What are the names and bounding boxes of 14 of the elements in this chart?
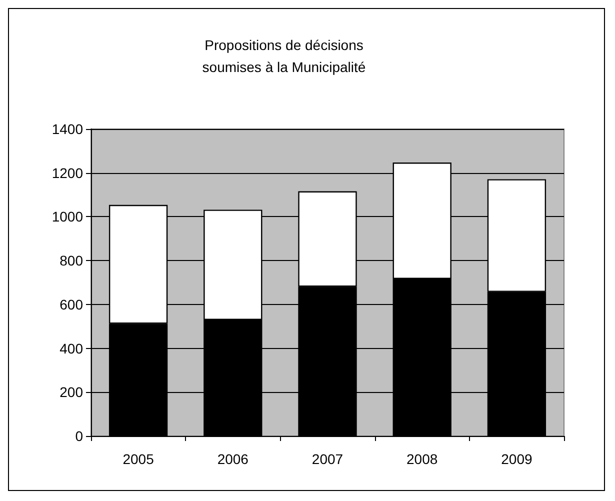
y-tick-label: 1000 <box>52 208 84 225</box>
x-tick-label: 2006 <box>217 451 249 467</box>
y-tick-label: 0 <box>75 428 84 444</box>
x-tick-label: 2005 <box>122 451 154 467</box>
y-tick-label: 800 <box>60 252 84 269</box>
y-tick-label: 600 <box>60 296 84 312</box>
y-tick-label: 200 <box>60 384 84 400</box>
x-tick-label: 2008 <box>406 451 438 467</box>
x-tick-label: 2009 <box>501 451 532 467</box>
x-tick-label: 2007 <box>312 451 344 467</box>
chart-title: Propositions de décisions soumises à la Municipalité <box>202 37 366 75</box>
y-tick-label: 1200 <box>52 164 84 181</box>
y-tick-label: 400 <box>60 340 84 356</box>
y-tick-label: 1400 <box>52 121 84 137</box>
